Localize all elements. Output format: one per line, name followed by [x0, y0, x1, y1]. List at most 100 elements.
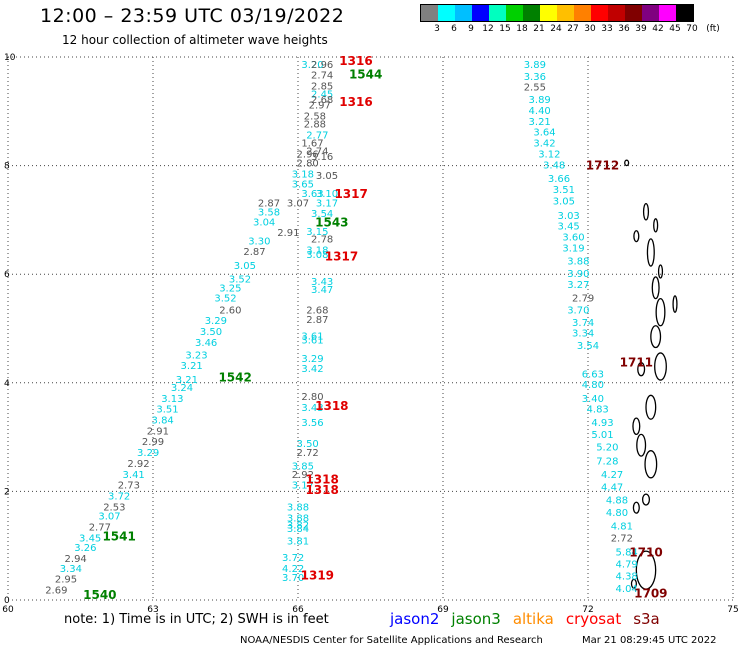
- island-outline: [630, 578, 637, 589]
- satellite-label-s3a: s3a: [633, 610, 660, 628]
- wave-height-value: 6.63: [582, 369, 604, 380]
- legend-tick-label: 30: [584, 24, 596, 34]
- wave-height-value: 3.64: [533, 128, 555, 139]
- wave-height-value: 3.89: [524, 60, 546, 71]
- wave-height-value: 3.26: [74, 543, 96, 554]
- wave-height-value: 2.87: [306, 315, 328, 326]
- wave-height-value: 2.72: [611, 533, 633, 544]
- legend-swatch: [523, 5, 540, 21]
- wave-height-value: 3.08: [306, 250, 328, 261]
- wave-height-value: 3.43: [311, 277, 333, 288]
- legend-tick-label: 70: [686, 24, 698, 34]
- satellite-label-cryosat: cryosat: [565, 610, 622, 628]
- wave-height-value: 3.18: [292, 170, 314, 181]
- wave-height-value: 2.87: [243, 247, 265, 258]
- pass-time-label: 1540: [83, 588, 116, 602]
- wave-height-value: 2.79: [572, 293, 594, 304]
- legend-swatch: [557, 5, 574, 21]
- wave-height-value: 3.52: [214, 293, 236, 304]
- wave-height-value: 3.29: [205, 316, 227, 327]
- pass-time-label: 1541: [102, 529, 135, 543]
- wave-height-value: 2.85: [311, 82, 333, 93]
- wave-height-value: 3.05: [553, 197, 575, 208]
- legend-tick-label: 3: [434, 24, 440, 34]
- pass-time-label: 1709: [634, 586, 667, 600]
- wave-height-value: 3.03: [558, 211, 580, 222]
- island-outline: [633, 230, 640, 243]
- wave-height-value: 2.96: [297, 149, 319, 160]
- island-outline: [653, 218, 659, 233]
- y-tick-label: 2: [4, 487, 10, 497]
- legend-swatch: [676, 5, 693, 21]
- island-outline: [635, 550, 657, 590]
- wave-height-value: 3.07: [98, 512, 120, 523]
- footer-note: note: 1) Time is in UTC; 2) SWH is in fe…: [64, 612, 329, 627]
- legend-tick-label: 36: [618, 24, 630, 34]
- pass-time-label: 1317: [334, 187, 367, 201]
- wave-height-value: 3.61: [301, 331, 323, 342]
- y-tick-label: 6: [4, 270, 10, 280]
- pass-time-label: 1710: [629, 546, 662, 560]
- legend-tick-label: 39: [635, 24, 647, 34]
- wave-height-value: 4.93: [591, 418, 613, 429]
- island-outline: [637, 362, 646, 377]
- x-tick-label: 75: [727, 605, 738, 615]
- wave-height-value: 3.50: [200, 327, 222, 338]
- wave-height-value: 3.21: [529, 117, 551, 128]
- pass-time-label: 1542: [218, 371, 251, 385]
- pass-time-label: 1318: [315, 399, 348, 413]
- satellite-label-jason3: jason3: [451, 610, 501, 628]
- island-outline: [632, 417, 641, 436]
- wave-height-value: 3.65: [292, 179, 314, 190]
- wave-height-value: 2.45: [311, 90, 333, 101]
- wave-height-value: 3.15: [306, 227, 328, 238]
- wave-height-value: 3.34: [572, 329, 594, 340]
- wave-height-value: 3.05: [234, 261, 256, 272]
- legend-swatch: [506, 5, 523, 21]
- island-outline: [651, 276, 660, 300]
- island-outline: [636, 433, 647, 457]
- legend-swatch: [489, 5, 506, 21]
- wave-height-value: 2.55: [524, 83, 546, 94]
- wave-height-value: 2.94: [65, 554, 87, 565]
- island-outline: [642, 202, 650, 221]
- wave-height-value: 2.77: [306, 130, 328, 141]
- pass-time-label: 1544: [349, 68, 382, 82]
- x-tick-label: 66: [292, 605, 304, 615]
- wave-height-value: 3.29: [137, 448, 159, 459]
- legend-swatch: [540, 5, 557, 21]
- wave-height-value: 3.60: [562, 233, 584, 244]
- x-tick-label: 63: [147, 605, 158, 615]
- wave-height-value: 3.17: [292, 481, 314, 492]
- wave-height-value: 3.54: [577, 341, 599, 352]
- wave-height-value: 3.88: [567, 256, 589, 267]
- wave-height-value: 3.45: [558, 222, 580, 233]
- wave-height-value: 3.51: [156, 405, 178, 416]
- wave-height-value: 3.90: [567, 269, 589, 280]
- wave-height-value: 2.96: [311, 60, 333, 71]
- island-outline: [645, 394, 657, 420]
- wave-height-value: 3.70: [567, 305, 589, 316]
- legend-swatch: [608, 5, 625, 21]
- wave-height-value: 3.18: [306, 246, 328, 257]
- wave-height-value: 3.21: [176, 375, 198, 386]
- wave-height-value: 2.74: [311, 71, 333, 82]
- pass-time-label: 1318: [305, 483, 338, 497]
- wave-height-value: 2.73: [118, 481, 140, 492]
- island-outline: [632, 501, 640, 514]
- wave-height-value: 2.92: [292, 470, 314, 481]
- wave-height-value: 3.61: [301, 336, 323, 347]
- wave-height-value: 2.95: [55, 575, 77, 586]
- wave-height-value: 3.74: [572, 318, 594, 329]
- island-outline: [654, 352, 667, 381]
- legend-ticks: 3 6 9 12 15 18 21 24 27 30 33 36 39 42 45 70 (ft): [420, 22, 720, 36]
- wave-height-value: 3.19: [562, 243, 584, 254]
- wave-height-value: 3.89: [529, 95, 551, 106]
- wave-height-value: 4.22: [282, 564, 304, 575]
- pass-time-label: 1712: [586, 158, 619, 172]
- legend-swatch: [659, 5, 676, 21]
- wave-height-value: 4.38: [616, 571, 638, 582]
- wave-height-value: 3.88: [287, 513, 309, 524]
- wave-height-value: 4.88: [606, 495, 628, 506]
- wave-height-value: 3.51: [553, 185, 575, 196]
